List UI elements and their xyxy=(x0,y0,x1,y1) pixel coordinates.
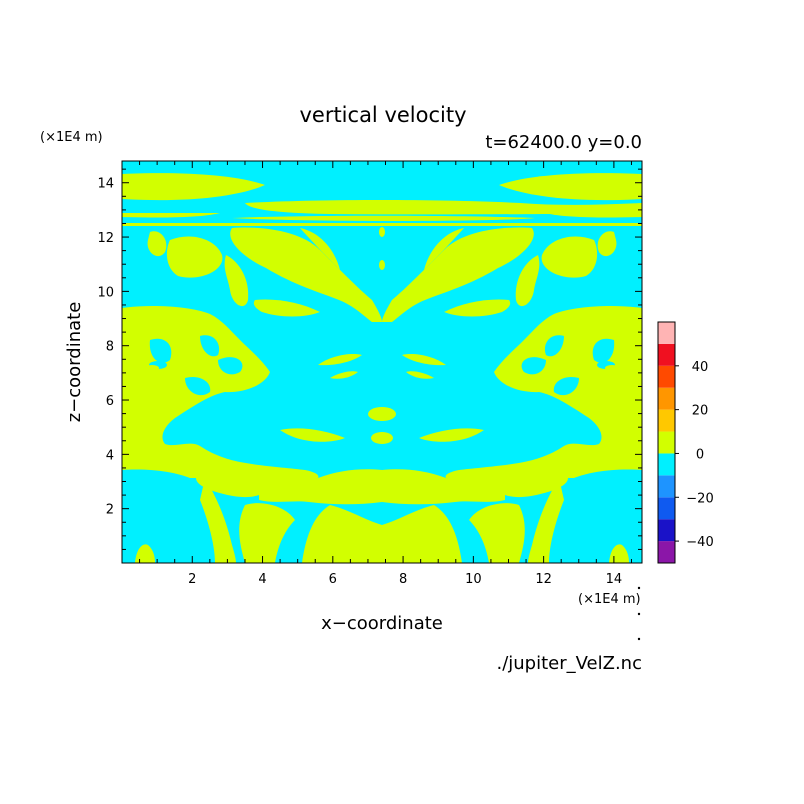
colorbar-tick-label: 40 xyxy=(692,360,709,375)
colorbar-swatch xyxy=(658,387,675,410)
y-tick-label: 2 xyxy=(106,503,114,518)
y-tick-label: 4 xyxy=(106,448,114,463)
source-file-label: ./jupiter_VelZ.nc xyxy=(496,653,642,674)
marker-dot xyxy=(637,637,641,641)
chart-title: vertical velocity xyxy=(299,103,466,127)
y-tick-label: 14 xyxy=(97,177,114,192)
y-tick-label: 10 xyxy=(97,285,114,300)
colorbar-tick-label: 0 xyxy=(696,447,704,462)
axis-tick-labels: 2 4 6 8 10 12 14 2 4 6 8 10 12 14 xyxy=(97,177,622,587)
marker-dot xyxy=(637,612,641,616)
z-unit-label: (×1E4 m) xyxy=(40,130,103,145)
plot-area xyxy=(121,160,643,564)
y-tick-label: 6 xyxy=(106,394,114,409)
colorbar-tick-label: −40 xyxy=(686,535,713,550)
colorbar-swatch xyxy=(658,365,675,388)
x-tick-label: 14 xyxy=(606,572,623,587)
axis-ticks xyxy=(122,161,642,563)
x-axis-label: x−coordinate xyxy=(321,613,443,634)
marker-dot xyxy=(637,586,641,590)
colorbar-swatch xyxy=(658,475,675,498)
colorbar-frame xyxy=(657,321,676,564)
colorbar-swatch xyxy=(658,409,675,432)
positive-velocity-regions xyxy=(122,173,642,563)
plot-frame xyxy=(121,160,643,564)
y-tick-label: 12 xyxy=(97,231,114,246)
chart-subtitle: t=62400.0 y=0.0 xyxy=(485,132,642,153)
colorbar-swatch xyxy=(658,497,675,520)
colorbar-swatch xyxy=(658,541,675,563)
x-tick-label: 10 xyxy=(465,572,482,587)
positive-islands xyxy=(145,354,619,444)
colorbar-tick-label: −20 xyxy=(686,491,713,506)
colorbar-tick-label: 20 xyxy=(692,404,709,419)
x-tick-label: 6 xyxy=(329,572,337,587)
x-tick-label: 12 xyxy=(535,572,552,587)
x-tick-label: 8 xyxy=(399,572,407,587)
y-tick-label: 8 xyxy=(106,340,114,355)
colorbar-swatch xyxy=(658,322,675,344)
x-tick-label: 4 xyxy=(258,572,266,587)
colorbar-swatch xyxy=(658,431,675,454)
x-unit-label: (×1E4 m) xyxy=(578,592,641,607)
negative-velocity-regions xyxy=(122,335,642,486)
colorbar-swatch xyxy=(658,343,675,366)
colorbar-swatch xyxy=(658,519,675,542)
y-axis-label: z−coordinate xyxy=(64,302,85,423)
x-tick-label: 2 xyxy=(188,572,196,587)
colorbar-swatch xyxy=(658,453,675,476)
colorbar: 40 20 0 −20 −40 xyxy=(657,321,714,564)
